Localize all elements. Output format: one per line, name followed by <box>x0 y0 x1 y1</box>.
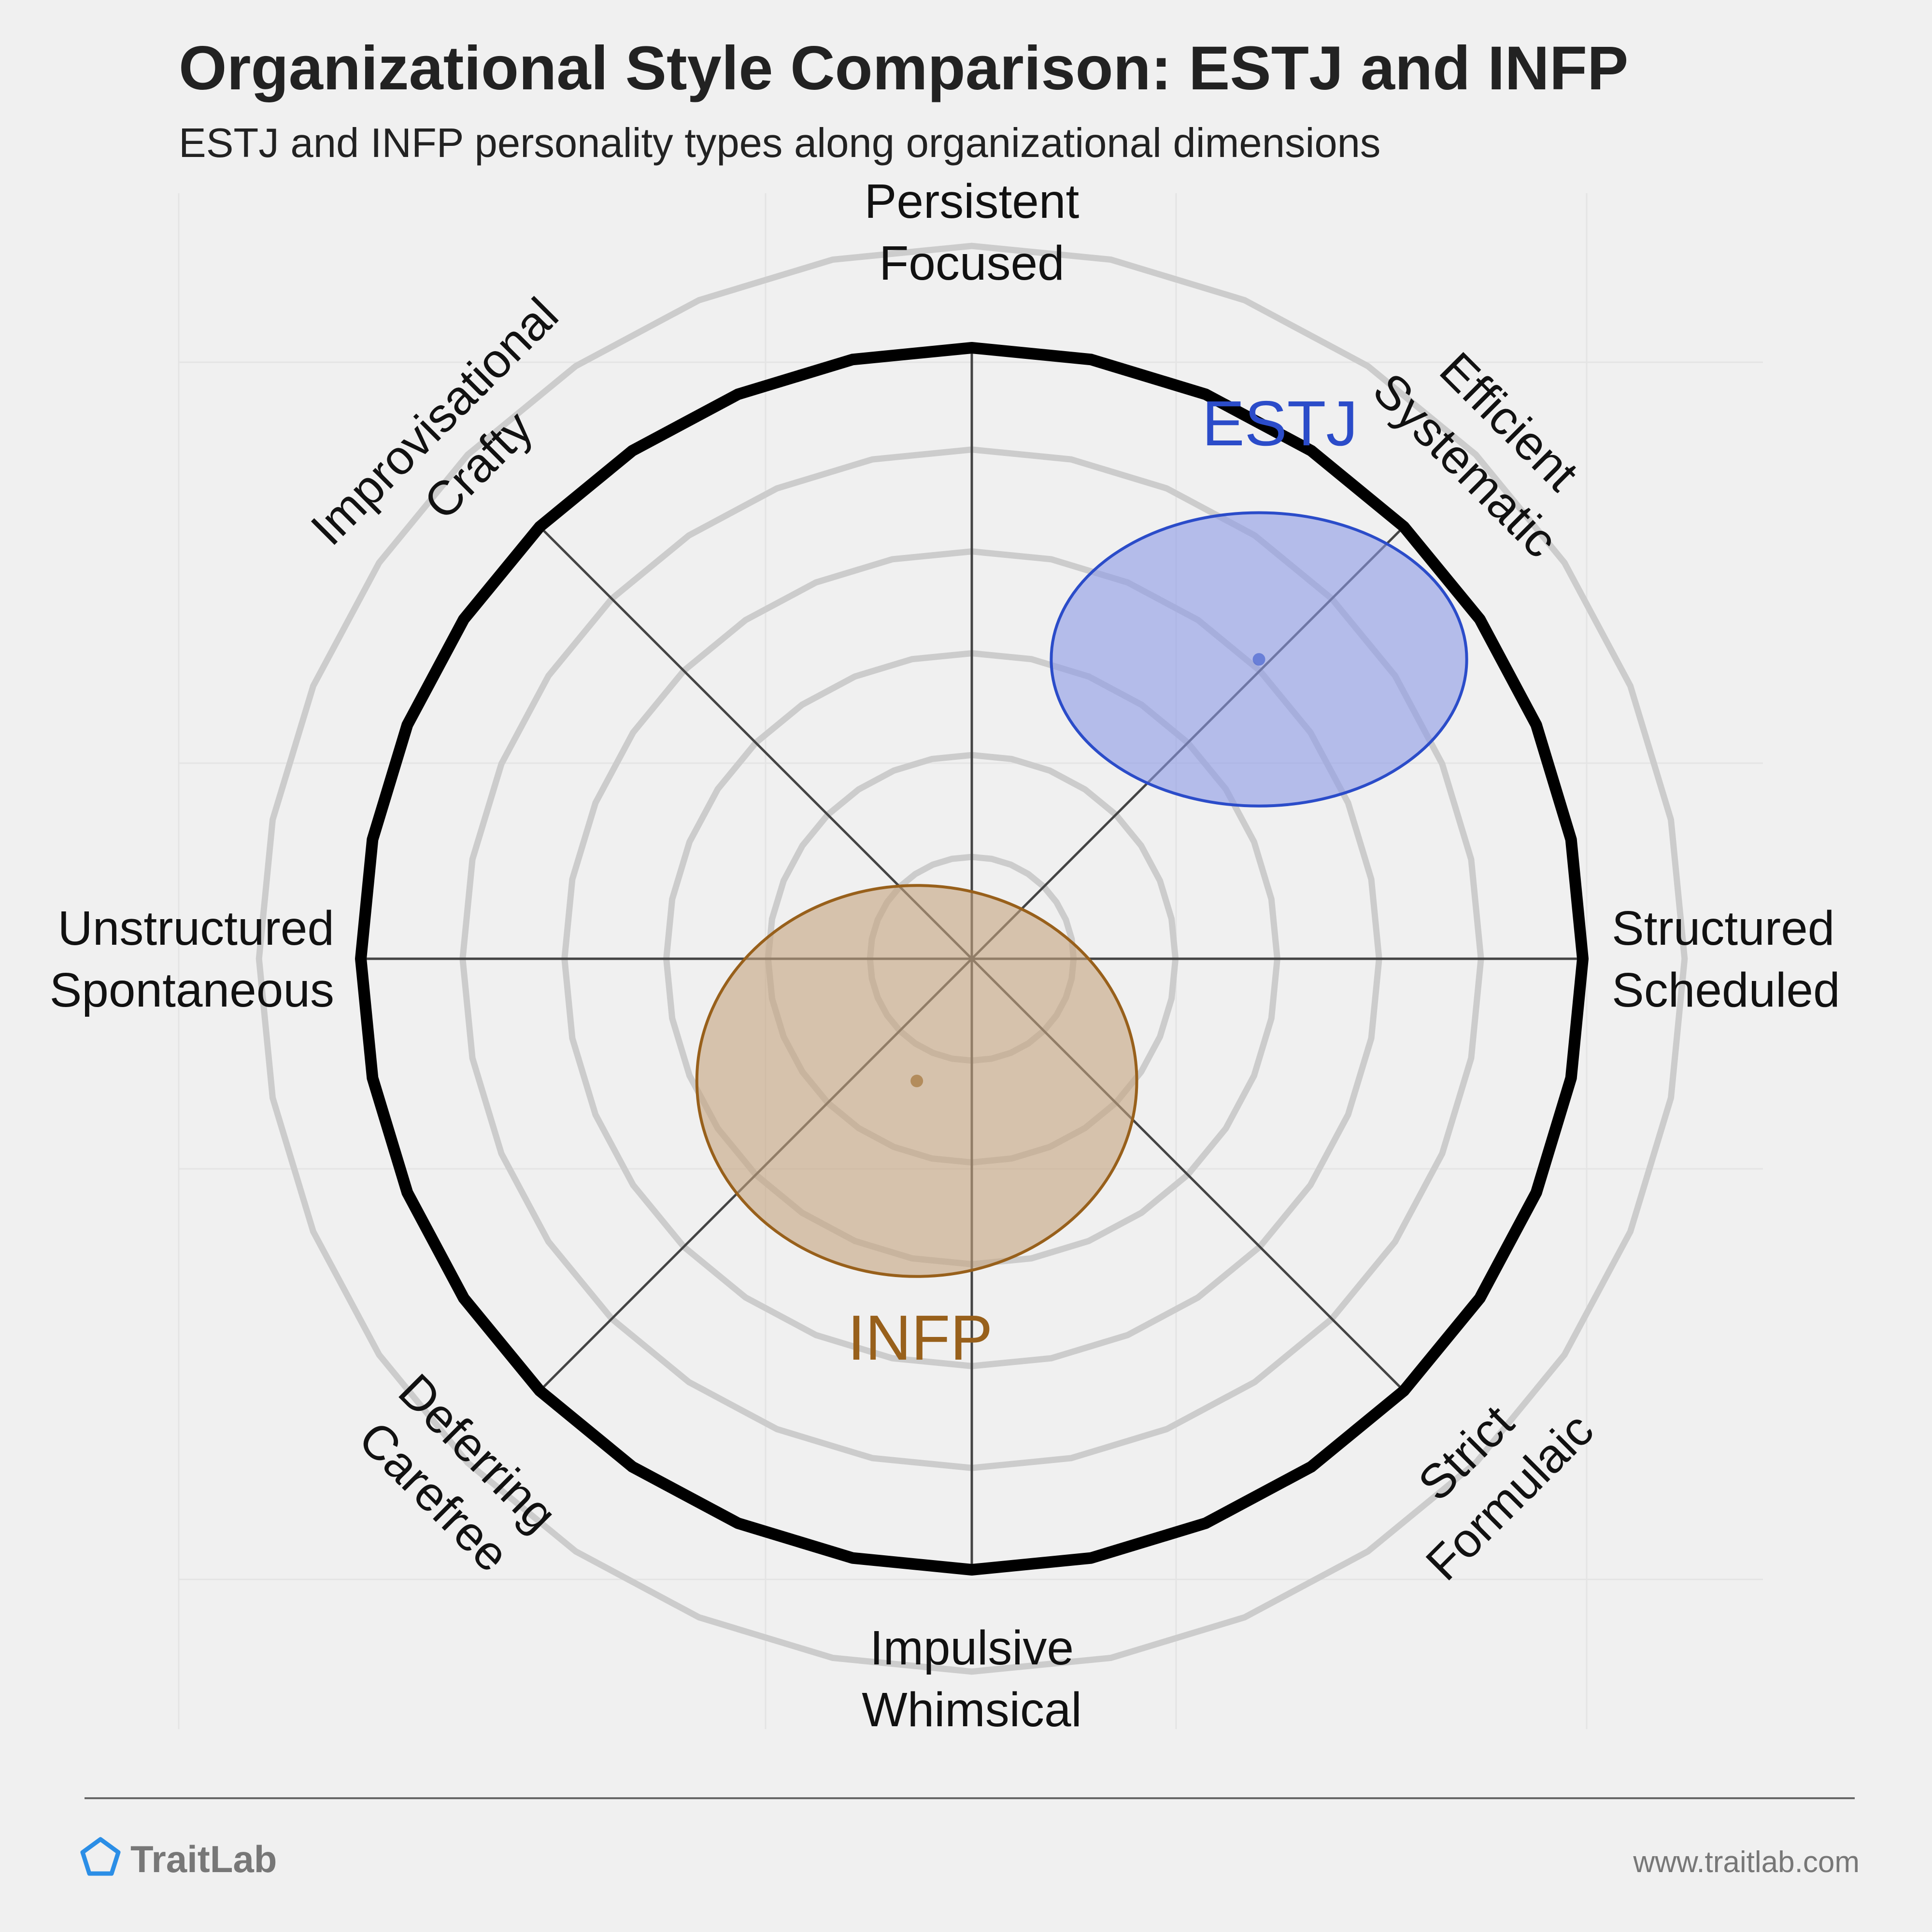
chart-title: Organizational Style Comparison: ESTJ an… <box>179 34 1628 103</box>
series-areas <box>695 511 1468 1278</box>
axis-label-text-4: Unstructured Spontaneous <box>50 901 334 1017</box>
axis-label-2: Persistent Focused <box>865 174 1080 290</box>
ring-7 <box>256 242 1688 1675</box>
axis-label-line-2-1: Focused <box>879 236 1065 290</box>
axis-label-line-4-1: Spontaneous <box>50 963 334 1017</box>
axis-label-line-6-1: Whimsical <box>862 1683 1082 1737</box>
axis-label-line-0-0: Structured <box>1612 901 1834 955</box>
axis-label-text-2: Persistent Focused <box>865 174 1080 290</box>
axis-label-line-0-1: Scheduled <box>1612 963 1840 1017</box>
axis-label-line-2-0: Persistent <box>865 174 1080 228</box>
axis-label-0: Structured Scheduled <box>1612 901 1840 1017</box>
axis-label-line-4-0: Unstructured <box>58 901 334 955</box>
outer-ring <box>355 342 1589 1576</box>
series-point-estj <box>1252 653 1265 666</box>
axis-label-line-6-0: Impulsive <box>870 1621 1074 1675</box>
series-point-infp <box>910 1075 923 1087</box>
axis-label-4: Unstructured Spontaneous <box>50 901 334 1017</box>
series-label-estj: ESTJ <box>1202 388 1358 459</box>
outer-ring-shape <box>355 342 1589 1576</box>
pentagon-icon <box>80 1837 121 1876</box>
chart-subtitle: ESTJ and INFP personality types along or… <box>179 120 1380 166</box>
axis-label-text-6: Impulsive Whimsical <box>862 1621 1082 1737</box>
axis-label-text-0: Structured Scheduled <box>1612 901 1840 1017</box>
series-labels: ESTJ INFP <box>848 388 1358 1373</box>
series-label-infp: INFP <box>848 1302 993 1373</box>
axis-label-6: Impulsive Whimsical <box>862 1621 1082 1737</box>
brand-name: TraitLab <box>130 1838 277 1880</box>
site-url: www.traitlab.com <box>1633 1846 1860 1879</box>
